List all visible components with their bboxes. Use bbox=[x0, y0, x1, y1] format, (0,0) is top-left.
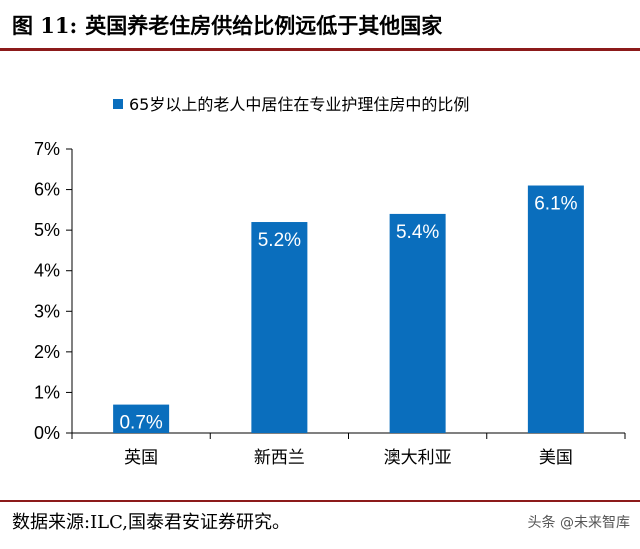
source-note: 数据来源:ILC,国泰君安证券研究。 bbox=[12, 512, 290, 533]
y-tick-label: 4% bbox=[34, 261, 60, 281]
x-category-label: 澳大利亚 bbox=[384, 448, 452, 468]
y-tick-label: 5% bbox=[34, 220, 60, 240]
y-tick-label: 0% bbox=[34, 423, 60, 443]
figure-title: 图 11: 英国养老住房供给比例远低于其他国家 bbox=[12, 8, 628, 44]
y-tick-label: 7% bbox=[34, 139, 60, 159]
y-tick-label: 2% bbox=[34, 342, 60, 362]
bar-data-label: 0.7% bbox=[119, 413, 162, 434]
footer-divider bbox=[0, 500, 640, 502]
bar-data-label: 5.4% bbox=[396, 222, 439, 243]
y-tick-label: 1% bbox=[34, 382, 60, 402]
legend-label: 65岁以上的老人中居住在专业护理住房中的比例 bbox=[129, 95, 469, 114]
legend-swatch bbox=[113, 99, 123, 109]
bar bbox=[527, 185, 584, 433]
x-category-label: 美国 bbox=[539, 448, 573, 468]
figure-number: 图 11: bbox=[12, 13, 78, 38]
x-category-label: 新西兰 bbox=[254, 448, 305, 468]
title-divider bbox=[0, 48, 640, 51]
bar bbox=[113, 404, 170, 433]
bar bbox=[251, 222, 308, 433]
x-category-label: 英国 bbox=[124, 448, 158, 468]
bar-chart: 65岁以上的老人中居住在专业护理住房中的比例 0% 1% 2% 3% 4% 5% 6% 7% 0.… bbox=[34, 95, 626, 468]
y-tick-label: 3% bbox=[34, 301, 60, 321]
bar bbox=[389, 213, 446, 433]
bar-data-label: 5.2% bbox=[258, 230, 301, 251]
y-tick-label: 6% bbox=[34, 180, 60, 200]
figure-title-text: 英国养老住房供给比例远低于其他国家 bbox=[85, 13, 443, 38]
watermark: 头条 @未来智库 bbox=[527, 515, 630, 531]
bar-data-label: 6.1% bbox=[534, 194, 577, 215]
